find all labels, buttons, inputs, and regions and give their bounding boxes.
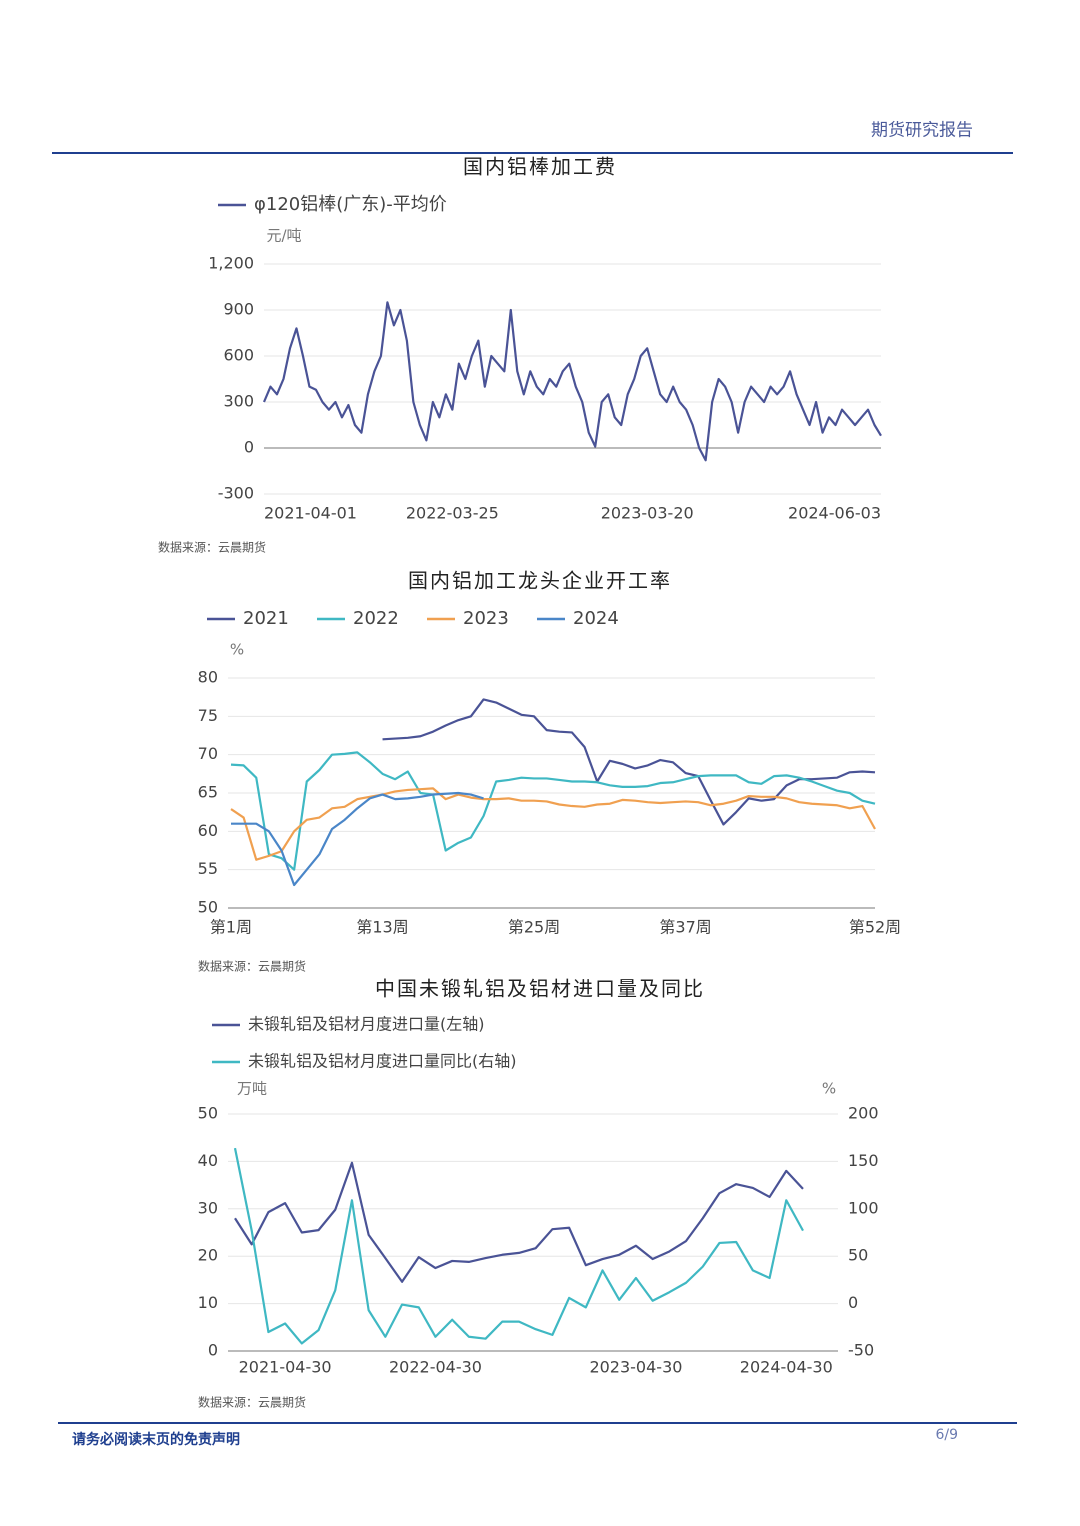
legend-label: 未锻轧铝及铝材月度进口量同比(右轴) [248, 1052, 517, 1071]
y-tick-label: 55 [198, 859, 218, 878]
series-line [262, 301, 882, 462]
x-tick-label: 2024-06-03 [788, 504, 881, 523]
x-tick-label: 第52周 [849, 918, 901, 937]
y-tick-label: 20 [198, 1246, 218, 1265]
y-axis-unit: 万吨 [237, 1080, 267, 1098]
x-tick-label: 2023-03-20 [601, 504, 694, 523]
y2-tick-label: 200 [848, 1104, 879, 1123]
legend-label: 2024 [573, 608, 619, 629]
y-tick-label: 300 [223, 392, 254, 411]
header-title: 期货研究报告 [871, 121, 973, 141]
chart-source: 数据来源：云晨期货 [198, 1395, 306, 1410]
y-tick-label: 0 [244, 438, 254, 457]
x-tick-label: 2022-04-30 [389, 1358, 482, 1377]
chart-title: 国内铝加工龙头企业开工率 [408, 569, 672, 593]
y-tick-label: 50 [198, 1104, 218, 1123]
chart-title: 国内铝棒加工费 [463, 155, 617, 179]
chart-title: 中国未锻轧铝及铝材进口量及同比 [375, 977, 705, 1001]
y-axis-unit: % [230, 641, 244, 659]
y-tick-label: 70 [198, 744, 218, 763]
y-tick-label: 50 [198, 898, 218, 917]
y-tick-label: 80 [198, 668, 218, 687]
series-line [231, 791, 484, 887]
x-tick-label: 2022-03-25 [406, 504, 499, 523]
chart-source: 数据来源：云晨期货 [198, 959, 306, 974]
x-tick-label: 第25周 [508, 918, 560, 937]
x-tick-label: 2024-04-30 [740, 1358, 833, 1377]
x-tick-label: 第1周 [210, 918, 252, 937]
y-tick-label: 0 [208, 1341, 218, 1360]
y-tick-label: 60 [198, 821, 218, 840]
x-tick-label: 2021-04-30 [239, 1358, 332, 1377]
y2-tick-label: 150 [848, 1151, 879, 1170]
y-tick-label: 30 [198, 1198, 218, 1217]
y2-tick-label: 100 [848, 1198, 879, 1217]
legend-label: 2022 [353, 608, 399, 629]
y2-tick-label: -50 [848, 1341, 874, 1360]
x-tick-label: 第13周 [356, 918, 408, 937]
series-line [234, 1161, 804, 1283]
legend-label: 2023 [463, 608, 509, 629]
y-tick-label: 65 [198, 783, 218, 802]
series-line [230, 787, 876, 861]
footer-disclaimer: 请务必阅读末页的免责声明 [72, 1431, 240, 1448]
series-line [382, 698, 876, 826]
series-line [230, 751, 876, 871]
y-tick-label: 600 [223, 346, 254, 365]
page-number: 6/9 [935, 1427, 958, 1443]
y-axis-unit: 元/吨 [266, 227, 301, 245]
chart-source: 数据来源：云晨期货 [158, 540, 266, 555]
legend-label: 2021 [243, 608, 289, 629]
y-tick-label: 75 [198, 706, 218, 725]
series-line [233, 1147, 804, 1345]
y-tick-label: 1,200 [208, 254, 254, 273]
y2-tick-label: 0 [848, 1293, 858, 1312]
y-tick-label: 900 [223, 300, 254, 319]
legend-label: 未锻轧铝及铝材月度进口量(左轴) [248, 1015, 485, 1034]
y-tick-label: 10 [198, 1293, 218, 1312]
y2-axis-unit: % [822, 1080, 836, 1098]
legend-label: φ120铝棒(广东)-平均价 [254, 194, 447, 215]
y-tick-label: -300 [218, 484, 254, 503]
x-tick-label: 2021-04-01 [264, 504, 357, 523]
x-tick-label: 2023-04-30 [589, 1358, 682, 1377]
y-tick-label: 40 [198, 1151, 218, 1170]
y2-tick-label: 50 [848, 1246, 868, 1265]
x-tick-label: 第37周 [659, 918, 711, 937]
